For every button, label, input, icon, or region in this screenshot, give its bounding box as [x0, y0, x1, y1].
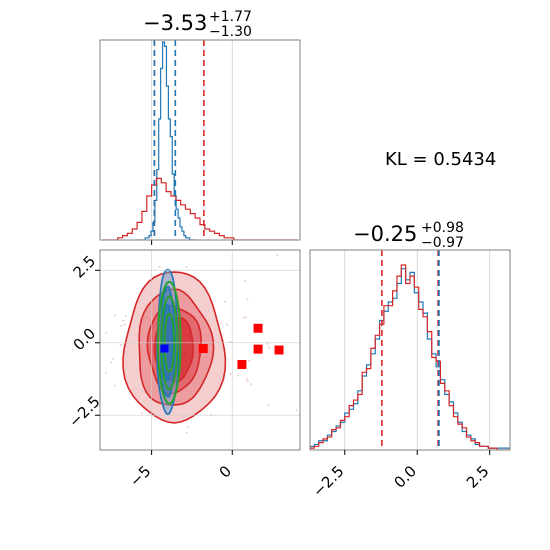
title-minus: −1.30	[209, 24, 252, 40]
title-value: −3.53	[143, 11, 207, 35]
sample-point	[185, 431, 188, 434]
sample-point	[175, 243, 177, 245]
red-marker	[237, 359, 247, 369]
sample-point	[295, 409, 298, 412]
plot-frame	[99, 249, 301, 451]
title-value: −0.25	[353, 222, 417, 246]
y-tick-label: −2.5	[65, 392, 103, 430]
sample-point	[94, 304, 96, 306]
red-marker	[253, 344, 263, 354]
axis-ticks: −2.5 0.0 2.5	[309, 450, 493, 501]
grid	[344, 250, 491, 450]
y-tick-label: 2.5	[70, 252, 100, 282]
quantile-lines	[153, 40, 205, 240]
panel-title: −0.25 +0.98 −0.97	[353, 220, 464, 251]
sample-point	[248, 360, 251, 362]
blue-marker	[160, 344, 169, 353]
quantile-lines	[381, 250, 440, 450]
title-plus: +0.98	[421, 220, 464, 236]
sample-point	[244, 316, 247, 318]
kl-annotation: KL = 0.5434	[385, 149, 496, 170]
sample-point	[246, 298, 249, 301]
sample-point	[141, 412, 143, 415]
y-tick-label: 0.0	[70, 324, 100, 354]
sample-point	[246, 380, 249, 383]
markers	[160, 323, 284, 369]
sample-point	[120, 324, 123, 327]
x-tick-label: −5	[126, 462, 154, 490]
x-tick-label: 0	[216, 462, 235, 481]
histogram-series-group	[310, 264, 510, 450]
sample-point	[114, 384, 116, 387]
red-marker	[253, 323, 263, 333]
sample-point	[268, 346, 271, 349]
sample-point	[123, 323, 126, 326]
sample-point	[229, 373, 232, 375]
joint-contour-panel: −5 0 −2.5 0.0 2.5	[65, 243, 339, 490]
sample-point	[337, 421, 339, 423]
sample-point	[242, 316, 245, 319]
plot-frame	[309, 249, 511, 451]
plot-frame	[99, 39, 301, 241]
sample-point	[158, 265, 161, 268]
sample-point	[244, 280, 246, 283]
sample-point	[236, 374, 239, 377]
sample-point	[114, 314, 117, 317]
x-tick-label: 2.5	[463, 462, 493, 492]
sample-point	[267, 404, 270, 407]
sample-point	[119, 344, 122, 346]
sample-point	[110, 361, 113, 364]
histogram-step-line	[310, 264, 510, 450]
sample-point	[266, 343, 269, 345]
sample-point	[185, 266, 188, 268]
sample-point	[105, 331, 108, 334]
sample-point	[224, 300, 226, 303]
contour-group	[122, 268, 227, 424]
sample-point	[112, 357, 115, 360]
marginal-histogram-x: −3.53 +1.77 −1.30	[99, 9, 301, 245]
sample-point	[312, 343, 314, 345]
sample-point	[122, 319, 125, 322]
sample-point	[276, 254, 279, 257]
grid	[100, 250, 300, 450]
sample-point	[250, 383, 252, 386]
sample-point	[245, 378, 248, 380]
sample-point	[124, 315, 127, 317]
red-marker	[274, 345, 284, 355]
histogram-series-group	[103, 41, 297, 240]
x-tick-label: 0.0	[390, 462, 420, 492]
marginal-histogram-y: −2.5 0.0 2.5 −0.25 +0.98 −0.97	[309, 220, 511, 501]
panel-title: −3.53 +1.77 −1.30	[143, 9, 252, 40]
sample-point	[220, 322, 222, 325]
title-minus: −0.97	[421, 235, 464, 251]
sample-point	[186, 425, 189, 428]
sample-point	[226, 323, 228, 326]
sample-point	[105, 371, 107, 374]
sample-point	[88, 353, 90, 355]
histogram-step-line	[103, 177, 297, 240]
grid	[151, 40, 233, 245]
x-tick-label: −2.5	[309, 462, 347, 500]
histogram-step-line	[135, 41, 198, 240]
red-marker	[198, 344, 208, 354]
title-plus: +1.77	[209, 9, 252, 25]
